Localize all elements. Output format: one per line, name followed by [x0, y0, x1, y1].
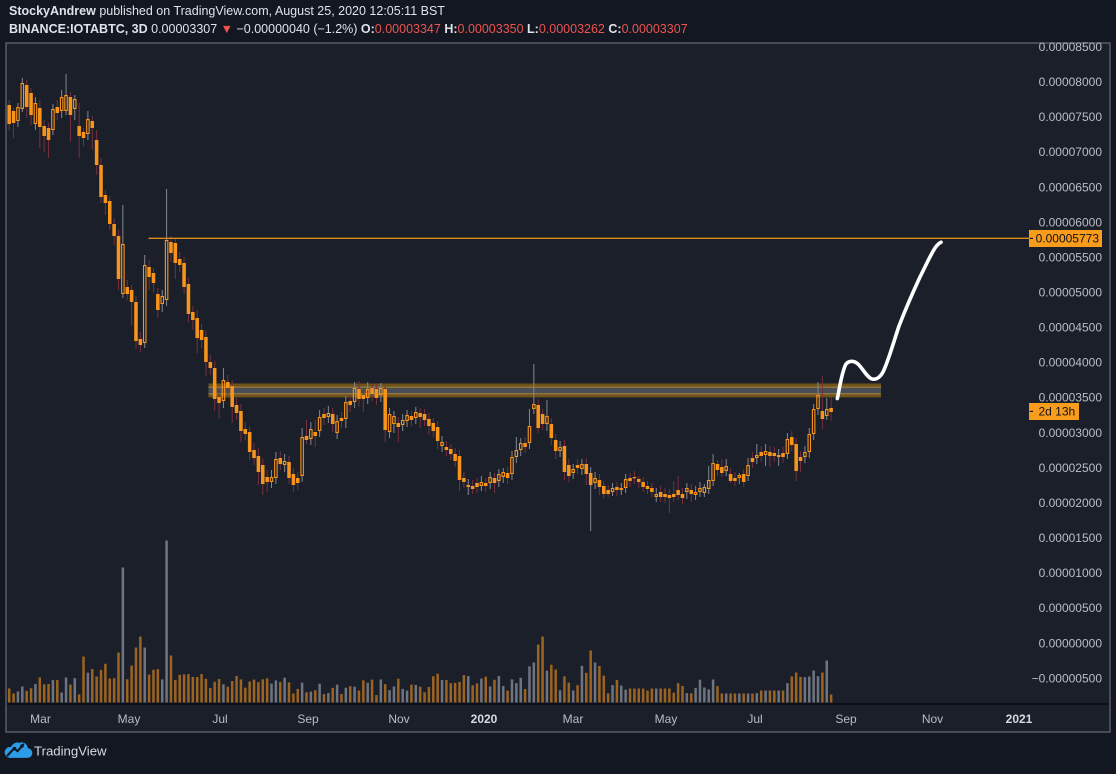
svg-text:0.00003500: 0.00003500 [1039, 391, 1103, 405]
svg-text:0.00001000: 0.00001000 [1039, 566, 1103, 580]
svg-text:Nov: Nov [388, 712, 409, 726]
svg-text:0.00001500: 0.00001500 [1039, 531, 1103, 545]
svg-text:Mar: Mar [30, 712, 51, 726]
svg-text:0.00007500: 0.00007500 [1039, 110, 1103, 124]
svg-text:Sep: Sep [835, 712, 857, 726]
svg-text:0.00006500: 0.00006500 [1039, 180, 1103, 194]
svg-text:−0.00000500: −0.00000500 [1032, 671, 1103, 685]
svg-text:May: May [118, 712, 141, 726]
svg-text:0.00000000: 0.00000000 [1039, 636, 1103, 650]
svg-text:BINANCE:IOTABTC, 3D 0.00003307: BINANCE:IOTABTC, 3D 0.00003307 ▼ −0.0000… [9, 22, 688, 36]
svg-text:0.00005773: 0.00005773 [1036, 232, 1100, 246]
svg-text:0.00008000: 0.00008000 [1039, 75, 1103, 89]
svg-text:0.00002000: 0.00002000 [1039, 496, 1103, 510]
svg-text:0.00007000: 0.00007000 [1039, 145, 1103, 159]
svg-text:2d 13h: 2d 13h [1039, 405, 1076, 419]
svg-text:0.00000500: 0.00000500 [1039, 601, 1103, 615]
svg-text:Jul: Jul [212, 712, 227, 726]
svg-text:0.00008500: 0.00008500 [1039, 40, 1103, 54]
svg-text:Mar: Mar [563, 712, 584, 726]
svg-text:Jul: Jul [747, 712, 762, 726]
svg-text:2020: 2020 [471, 712, 498, 726]
svg-text:TradingView: TradingView [34, 744, 107, 759]
svg-text:0.00004500: 0.00004500 [1039, 321, 1103, 335]
svg-text:0.00003000: 0.00003000 [1039, 426, 1103, 440]
svg-text:0.00004000: 0.00004000 [1039, 356, 1103, 370]
svg-text:Sep: Sep [297, 712, 319, 726]
svg-text:0.00005500: 0.00005500 [1039, 250, 1103, 264]
svg-text:StockyAndrew published on Trad: StockyAndrew published on TradingView.co… [9, 4, 445, 18]
svg-text:2021: 2021 [1006, 712, 1033, 726]
svg-text:0.00002500: 0.00002500 [1039, 461, 1103, 475]
svg-text:May: May [655, 712, 678, 726]
svg-text:Nov: Nov [922, 712, 943, 726]
svg-text:0.00005000: 0.00005000 [1039, 286, 1103, 300]
svg-text:0.00006000: 0.00006000 [1039, 215, 1103, 229]
